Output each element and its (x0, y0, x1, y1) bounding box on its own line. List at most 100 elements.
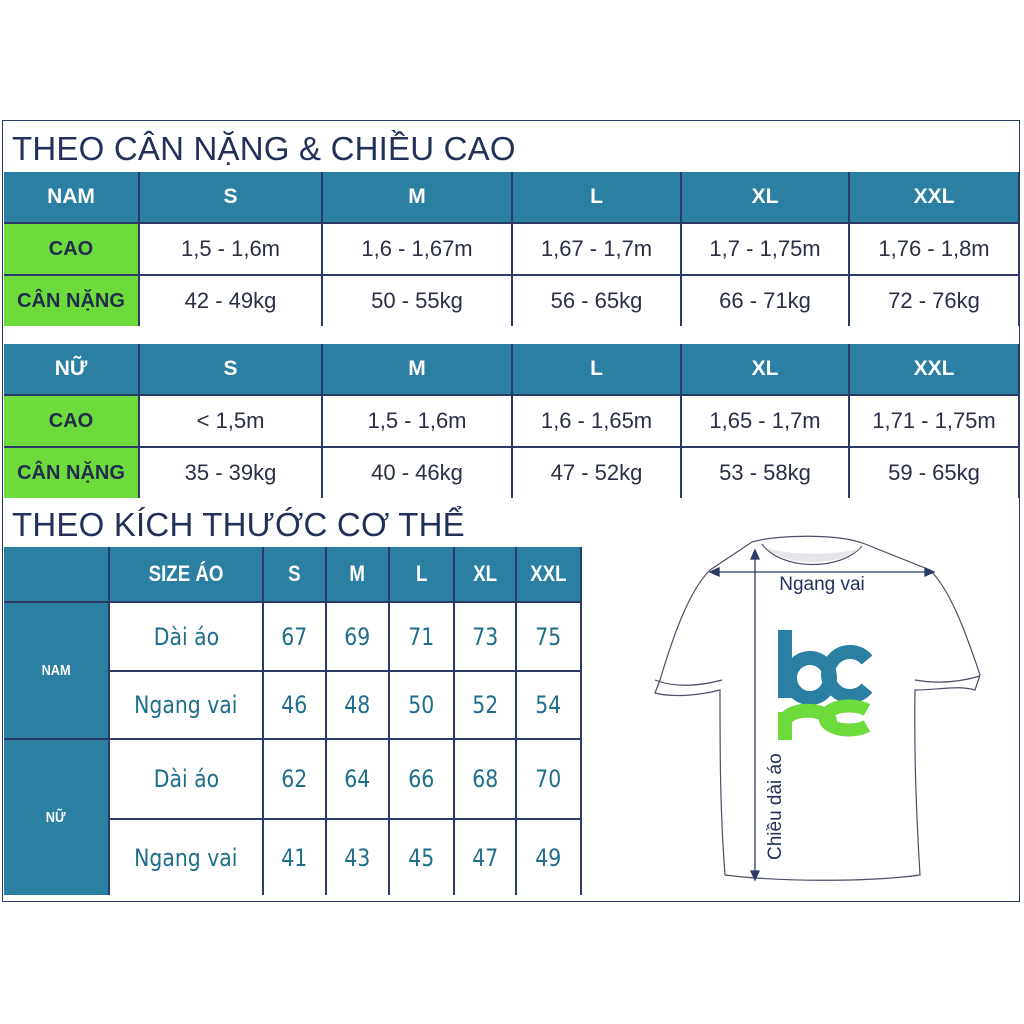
size-header-text: M (408, 357, 426, 380)
gender-header: NỮ (4, 344, 138, 394)
size-header: XL (682, 172, 848, 222)
size-header: XXL (850, 344, 1018, 394)
measurement-cell-text: 75 (535, 622, 562, 651)
row-label-text: CÂN NẶNG (17, 289, 125, 312)
size-label-header-text: SIZE ÁO (148, 561, 224, 586)
measurement-label-text: Dài áo (153, 765, 219, 793)
body-measurement-table: SIZE ÁO S M L XL XXL NAM Dài áo 67 69 71 73 75 Ngang … (4, 547, 582, 895)
row-label: CAO (4, 224, 138, 274)
size-header: L (513, 344, 680, 394)
table-cell: 35 - 39kg (140, 448, 321, 498)
bcpc-logo (778, 630, 873, 740)
measurement-cell: 69 (327, 603, 388, 670)
measurement-cell-text: 70 (535, 765, 562, 793)
measurement-label-text: Dài áo (153, 622, 219, 651)
measurement-cell: 62 (264, 740, 325, 818)
gender-label: NỮ (4, 740, 108, 895)
tshirt-outline (654, 535, 981, 881)
table-cell-text: 1,76 - 1,8m (878, 236, 990, 261)
gender-label-text: NAM (41, 662, 71, 679)
size-header: L (390, 547, 453, 601)
measurement-cell-text: 54 (535, 691, 562, 719)
table-cell: 1,6 - 1,67m (323, 224, 511, 274)
size-header-text: XL (751, 185, 779, 208)
measurement-cell-text: 45 (408, 843, 435, 872)
width-arrow (708, 566, 936, 578)
measurement-cell: 64 (327, 740, 388, 818)
row-label: CAO (4, 396, 138, 446)
row-label: CÂN NẶNG (4, 276, 138, 326)
size-header: XXL (517, 547, 580, 601)
length-arrow (749, 548, 761, 882)
table-cell: 1,65 - 1,7m (682, 396, 848, 446)
gender-label-text: NỮ (46, 809, 66, 826)
measurement-cell: 46 (264, 672, 325, 738)
size-header-text: L (590, 185, 603, 208)
size-header: XXL (850, 172, 1018, 222)
size-header: S (264, 547, 325, 601)
measurement-cell: 73 (455, 603, 515, 670)
measurement-cell-text: 48 (344, 691, 371, 719)
size-header-text: XXL (913, 357, 955, 380)
measurement-cell: 66 (390, 740, 453, 818)
size-header-text: S (288, 561, 301, 586)
tshirt-diagram: Ngang vai Chiều dài áo (654, 535, 981, 882)
table-cell: 1,71 - 1,75m (850, 396, 1018, 446)
size-header: M (323, 344, 511, 394)
table-cell-text: < 1,5m (196, 408, 265, 433)
row-label-text: CÂN NẶNG (17, 461, 125, 484)
table-cell: 1,5 - 1,6m (140, 224, 321, 274)
table-cell: 1,67 - 1,7m (513, 224, 680, 274)
measurement-cell: 71 (390, 603, 453, 670)
measurement-label: Ngang vai (110, 672, 262, 738)
size-header: M (323, 172, 511, 222)
measurement-cell: 45 (390, 820, 453, 895)
size-header-text: M (408, 185, 426, 208)
measurement-cell-text: 67 (281, 622, 308, 651)
corner-cell (4, 547, 108, 601)
size-label-header: SIZE ÁO (110, 547, 262, 601)
size-header-text: L (415, 561, 428, 586)
measurement-cell: 48 (327, 672, 388, 738)
table-cell: 1,6 - 1,65m (513, 396, 680, 446)
table-cell-text: 1,6 - 1,67m (361, 236, 473, 261)
size-header: XL (682, 344, 848, 394)
table-cell-text: 59 - 65kg (888, 460, 980, 485)
table-cell-text: 53 - 58kg (719, 460, 811, 485)
size-header-text: XL (751, 357, 779, 380)
measurement-cell-text: 50 (408, 691, 435, 719)
table-cell: 47 - 52kg (513, 448, 680, 498)
measurement-cell: 75 (517, 603, 580, 670)
table-cell-text: 66 - 71kg (719, 288, 811, 313)
table-cell-text: 50 - 55kg (371, 288, 463, 313)
table-cell-text: 1,71 - 1,75m (872, 408, 996, 433)
table-cell: 66 - 71kg (682, 276, 848, 326)
measurement-cell: 54 (517, 672, 580, 738)
table-cell: 59 - 65kg (850, 448, 1018, 498)
size-header-text: XXL (530, 561, 567, 586)
measurement-cell: 49 (517, 820, 580, 895)
row-label: CÂN NẶNG (4, 448, 138, 498)
length-label: Chiều dài áo (765, 753, 786, 860)
size-header-text: S (223, 357, 238, 380)
table-cell-text: 1,67 - 1,7m (540, 236, 653, 261)
measurement-cell: 43 (327, 820, 388, 895)
measurement-cell-text: 64 (344, 765, 371, 793)
table-cell-text: 35 - 39kg (184, 460, 277, 485)
table-cell: 72 - 76kg (850, 276, 1018, 326)
row-label-text: CAO (48, 409, 94, 432)
table-cell: 42 - 49kg (140, 276, 321, 326)
measurement-cell-text: 66 (408, 765, 435, 793)
measurement-cell-text: 49 (535, 843, 562, 872)
measurement-label: Dài áo (110, 603, 262, 670)
measurement-label: Ngang vai (110, 820, 262, 895)
men-weight-height-table: NAM S M L XL XXL CAO 1,5 - 1,6m 1,6 - 1,67m 1,67 … (4, 172, 1020, 326)
gender-header-text: NAM (47, 185, 95, 208)
size-header-text: L (590, 357, 603, 380)
table-cell: 1,7 - 1,75m (682, 224, 848, 274)
table-cell: 50 - 55kg (323, 276, 511, 326)
measurement-cell-text: 69 (344, 622, 371, 651)
table-cell-text: 1,5 - 1,6m (180, 236, 281, 261)
measurement-label: Dài áo (110, 740, 262, 818)
table-cell-text: 42 - 49kg (184, 288, 277, 313)
